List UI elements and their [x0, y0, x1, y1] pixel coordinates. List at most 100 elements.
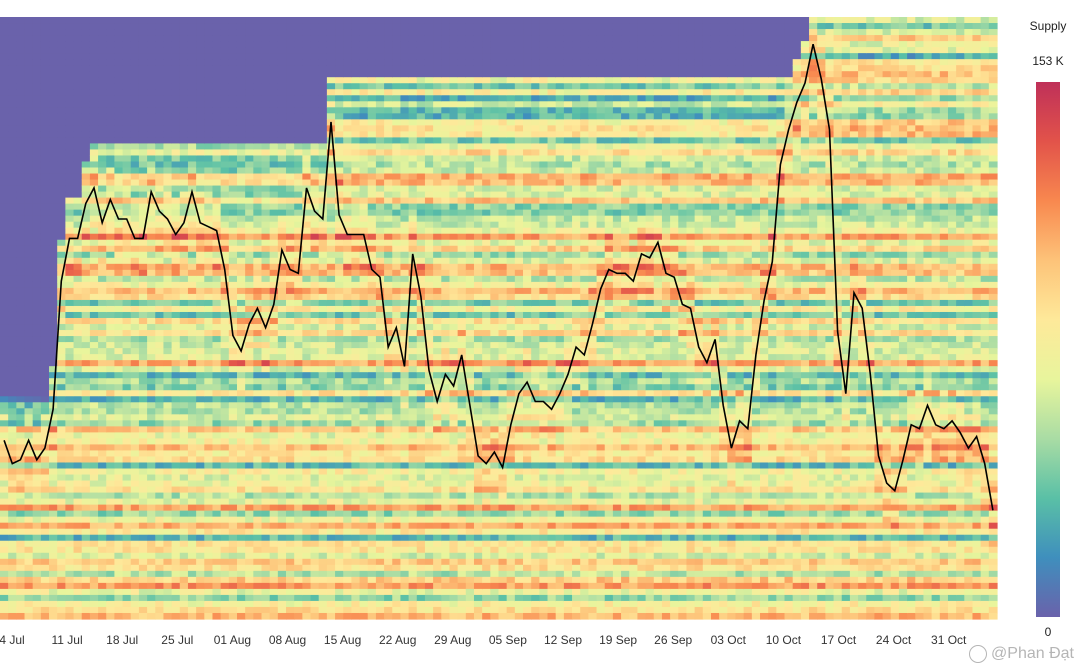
heatmap-cell [81, 155, 91, 163]
heatmap-cell [147, 287, 156, 295]
heatmap-cell [384, 588, 393, 596]
heatmap-cell [163, 257, 173, 265]
heatmap-cell [236, 239, 246, 247]
heatmap-cell [318, 348, 328, 355]
heatmap-cell [310, 420, 320, 427]
heatmap-cell [130, 239, 140, 247]
heatmap-cell [220, 444, 230, 452]
heatmap-cell [155, 203, 165, 211]
heatmap-cell [236, 203, 246, 211]
heatmap-cell [367, 564, 377, 572]
heatmap-cell [310, 215, 320, 223]
heatmap-cell [310, 432, 320, 439]
heatmap-cell [40, 167, 50, 175]
heatmap-cell [163, 450, 173, 458]
heatmap-cell [212, 420, 222, 427]
heatmap-cell [384, 71, 393, 78]
heatmap-cell [179, 444, 189, 452]
heatmap-cell [294, 510, 303, 518]
heatmap-cell [261, 522, 271, 530]
heatmap-cell [114, 185, 124, 193]
heatmap-cell [171, 71, 181, 78]
heatmap-cell [32, 594, 42, 602]
heatmap-cell [359, 450, 369, 458]
heatmap-cell [326, 23, 336, 30]
heatmap-cell [122, 414, 132, 421]
heatmap-cell [212, 378, 222, 385]
heatmap-cell [261, 227, 271, 235]
heatmap-cell [236, 95, 246, 102]
heatmap-cell [204, 245, 214, 253]
heatmap-cell [261, 167, 271, 175]
heatmap-cell [343, 354, 352, 361]
heatmap-cell [310, 612, 320, 620]
heatmap-cell [400, 293, 410, 301]
heatmap-cell [204, 498, 214, 506]
heatmap-cell [57, 89, 66, 96]
heatmap-cell [236, 342, 246, 349]
heatmap-cell [245, 203, 254, 211]
heatmap-cell [89, 173, 99, 181]
heatmap-cell [286, 318, 295, 325]
heatmap-cell [212, 179, 222, 187]
heatmap-cell [286, 516, 295, 524]
heatmap-cell [220, 396, 230, 403]
heatmap-cell [286, 432, 295, 439]
heatmap-cell [375, 173, 385, 181]
heatmap-cell [187, 119, 197, 126]
heatmap-cell [147, 540, 156, 548]
heatmap-cell [236, 65, 246, 72]
heatmap-cell [32, 71, 42, 78]
heatmap-cell [212, 324, 222, 331]
heatmap-cell [204, 348, 214, 355]
heatmap-cell [335, 101, 344, 108]
heatmap-cell [294, 71, 303, 78]
heatmap-cell [384, 528, 393, 536]
heatmap-cell [179, 149, 189, 157]
heatmap-cell [236, 558, 246, 566]
heatmap-cell [326, 287, 336, 295]
heatmap-cell [335, 167, 344, 175]
heatmap-cell [73, 588, 83, 596]
heatmap-cell [400, 420, 410, 427]
heatmap-cell [375, 107, 385, 114]
heatmap-cell [32, 239, 42, 247]
heatmap-cell [163, 35, 173, 42]
heatmap-cell [196, 378, 205, 385]
heatmap-cell [335, 83, 344, 90]
heatmap-cell [326, 167, 336, 175]
heatmap-cell [24, 336, 34, 343]
heatmap-cell [40, 450, 50, 458]
heatmap-cell [204, 594, 214, 602]
heatmap-cell [163, 540, 173, 548]
heatmap-cell [228, 360, 238, 367]
heatmap-cell [367, 71, 377, 78]
heatmap-cell [367, 444, 377, 452]
heatmap-cell [171, 342, 181, 349]
heatmap-cell [204, 324, 214, 331]
heatmap-cell [138, 540, 148, 548]
heatmap-cell [0, 293, 9, 301]
heatmap-cell [89, 540, 99, 548]
heatmap-cell [204, 233, 214, 241]
heatmap-cell [147, 396, 156, 403]
heatmap-cell [130, 131, 140, 138]
heatmap-cell [228, 125, 238, 132]
heatmap-cell [163, 185, 173, 193]
heatmap-cell [212, 408, 222, 415]
heatmap-cell [286, 59, 295, 66]
heatmap-cell [261, 17, 271, 24]
heatmap-cell [400, 570, 410, 578]
heatmap-cell [81, 408, 91, 415]
heatmap-cell [114, 342, 124, 349]
heatmap-cell [8, 456, 17, 464]
heatmap-cell [187, 522, 197, 530]
heatmap-cell [375, 444, 385, 452]
heatmap-cell [130, 366, 140, 373]
heatmap-cell [57, 113, 66, 120]
heatmap-cell [16, 101, 26, 108]
heatmap-cell [236, 59, 246, 66]
heatmap-cell [0, 143, 9, 151]
heatmap-cell [24, 612, 34, 620]
heatmap-cell [269, 444, 279, 452]
